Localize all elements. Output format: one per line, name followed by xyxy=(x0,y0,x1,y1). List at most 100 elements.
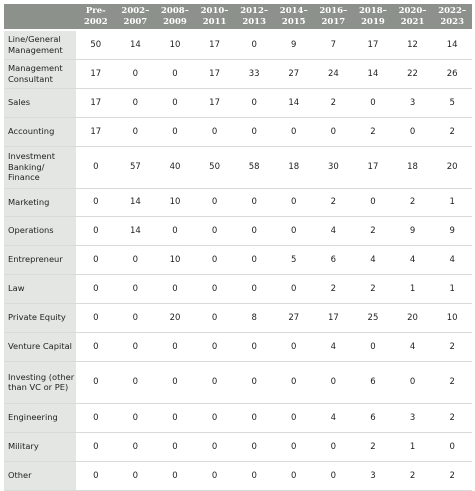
table-cell: 0 xyxy=(234,332,274,362)
row-label: Sales xyxy=(4,88,76,118)
table-cell: 17 xyxy=(353,30,393,60)
table-cell: 17 xyxy=(194,59,235,89)
table-cell: 0 xyxy=(353,188,393,217)
table-cell: 0 xyxy=(194,188,235,217)
column-header-line: 2016– xyxy=(319,5,348,16)
table-cell: 0 xyxy=(194,303,235,333)
row-label: Engineering xyxy=(4,403,76,433)
column-header: 2012– 2013 xyxy=(234,4,274,31)
table-row: Private Equity 0 0 20 0 8 27 17 25 20 10 xyxy=(4,303,472,333)
row-label: Military xyxy=(4,432,76,462)
table-cell: 7 xyxy=(313,30,354,60)
table-cell: 27 xyxy=(273,59,314,89)
table-cell: 4 xyxy=(432,245,472,275)
column-header-line: 2002– xyxy=(121,5,150,16)
column-header-line: 2010– xyxy=(200,5,229,16)
table-cell: 0 xyxy=(313,461,354,491)
column-header-line: 2013 xyxy=(242,16,266,27)
table-row: Other 0 0 0 0 0 0 0 3 2 2 xyxy=(4,461,472,491)
column-header: 2002– 2007 xyxy=(115,4,156,31)
table-cell: 2 xyxy=(432,403,472,433)
table-cell: 2 xyxy=(353,432,393,462)
table-cell: 0 xyxy=(234,361,274,404)
table-row: Accounting 17 0 0 0 0 0 0 2 0 2 xyxy=(4,117,472,147)
table-cell: 0 xyxy=(155,461,195,491)
table-cell: 20 xyxy=(432,146,472,189)
table-cell: 0 xyxy=(155,403,195,433)
table-cell: 1 xyxy=(392,432,433,462)
table-row: Engineering 0 0 0 0 0 0 4 6 3 2 xyxy=(4,403,472,433)
column-header: 2016– 2017 xyxy=(313,4,354,31)
table-cell: 4 xyxy=(392,245,433,275)
table-cell: 0 xyxy=(76,146,116,189)
table-cell: 2 xyxy=(432,361,472,404)
table-cell: 0 xyxy=(273,461,314,491)
table-cell: 18 xyxy=(392,146,433,189)
table-cell: 0 xyxy=(234,403,274,433)
table-cell: 4 xyxy=(392,332,433,362)
table-cell: 20 xyxy=(392,303,433,333)
table-cell: 0 xyxy=(115,245,156,275)
table-cell: 14 xyxy=(115,188,156,217)
table-cell: 0 xyxy=(76,245,116,275)
table-cell: 2 xyxy=(392,461,433,491)
table-cell: 0 xyxy=(234,274,274,304)
table-cell: 6 xyxy=(353,403,393,433)
table-cell: 0 xyxy=(76,461,116,491)
table-cell: 0 xyxy=(155,361,195,404)
table-cell: 0 xyxy=(234,188,274,217)
table-row: Investing (other than VC or PE) 0 0 0 0 0 0 0 6 0… xyxy=(4,361,472,404)
table-cell: 0 xyxy=(273,361,314,404)
table-cell: 22 xyxy=(392,59,433,89)
table-cell: 0 xyxy=(432,432,472,462)
table-cell: 2 xyxy=(313,274,354,304)
table-cell: 0 xyxy=(273,274,314,304)
table-body: Line/General Management 50 14 10 17 0 9 7 17 12 14… xyxy=(4,30,472,491)
table-cell: 8 xyxy=(234,303,274,333)
table-cell: 5 xyxy=(432,88,472,118)
column-header: 2014– 2015 xyxy=(273,4,314,31)
row-label: Law xyxy=(4,274,76,304)
header-corner xyxy=(4,4,76,31)
table-cell: 0 xyxy=(115,59,156,89)
table-cell: 30 xyxy=(313,146,354,189)
table-cell: 0 xyxy=(273,117,314,147)
table-cell: 0 xyxy=(234,88,274,118)
table-cell: 0 xyxy=(155,59,195,89)
table-cell: 2 xyxy=(353,117,393,147)
table-cell: 14 xyxy=(432,30,472,60)
table-cell: 0 xyxy=(155,216,195,246)
header-row: Pre- 2002 2002– 2007 2008– 2009 2010– 2011 2012–… xyxy=(4,4,472,31)
table-cell: 2 xyxy=(313,188,354,217)
table-cell: 2 xyxy=(353,274,393,304)
table-cell: 0 xyxy=(115,274,156,304)
table-row: Management Consultant 17 0 0 17 33 27 24 14 22 26 xyxy=(4,59,472,89)
table-cell: 57 xyxy=(115,146,156,189)
row-label: Entrepreneur xyxy=(4,245,76,275)
table-cell: 0 xyxy=(234,245,274,275)
table-cell: 17 xyxy=(76,88,116,118)
table-cell: 0 xyxy=(194,274,235,304)
table-cell: 0 xyxy=(76,432,116,462)
column-header-line: 2018– xyxy=(358,5,387,16)
row-label: Management Consultant xyxy=(4,59,76,89)
table-cell: 0 xyxy=(115,461,156,491)
table-cell: 0 xyxy=(273,432,314,462)
column-header-line: Pre- xyxy=(85,5,106,16)
column-header-line: 2011 xyxy=(202,16,227,27)
table-cell: 0 xyxy=(313,432,354,462)
table-cell: 0 xyxy=(353,332,393,362)
table-row: Operations 0 14 0 0 0 0 4 2 9 9 xyxy=(4,216,472,246)
row-label: Investment Banking/ Finance xyxy=(4,146,76,189)
column-header-line: 2015 xyxy=(281,16,306,27)
table-cell: 0 xyxy=(273,216,314,246)
table-cell: 0 xyxy=(234,461,274,491)
table-cell: 0 xyxy=(273,403,314,433)
table-cell: 2 xyxy=(392,188,433,217)
table-cell: 0 xyxy=(194,432,235,462)
table-cell: 17 xyxy=(76,59,116,89)
table-row: Law 0 0 0 0 0 0 2 2 1 1 xyxy=(4,274,472,304)
table-cell: 24 xyxy=(313,59,354,89)
table-row: Investment Banking/ Finance 0 57 40 50 58 18 30… xyxy=(4,146,472,189)
row-label: Accounting xyxy=(4,117,76,147)
